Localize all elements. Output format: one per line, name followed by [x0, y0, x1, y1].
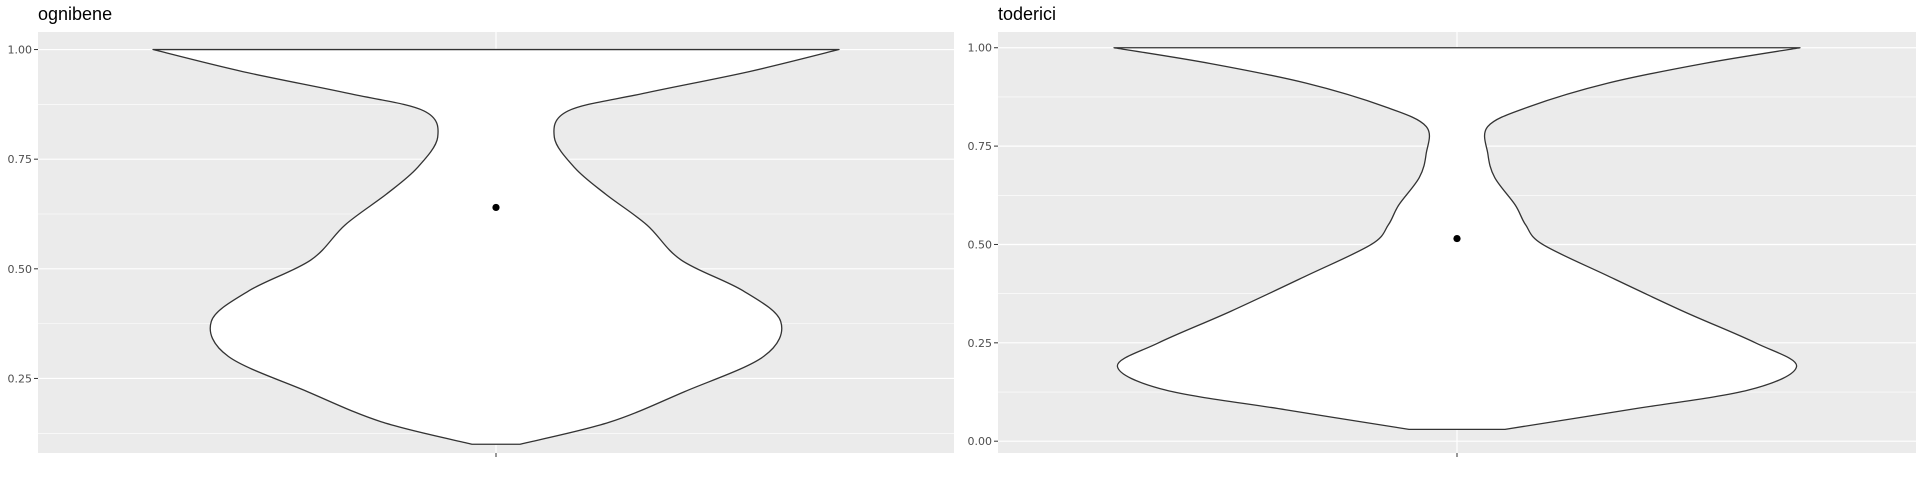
- violin-plot: 0.00 0.25 0.50 0.75 1.00: [968, 32, 1916, 457]
- violin-panel-ognibene: ognibene 0.25 0.50 0.75 1.00: [0, 0, 958, 480]
- violin-plot: 0.25 0.50 0.75 1.00: [8, 32, 954, 457]
- y-tick-label: 0.50: [8, 263, 33, 276]
- summary-point: [492, 203, 500, 212]
- y-tick-label: 0.25: [8, 372, 33, 385]
- y-tick-label: 1.00: [8, 44, 33, 57]
- panel-title: toderici: [998, 4, 1057, 24]
- y-tick-label: 0.75: [968, 140, 993, 153]
- violin-shape: [152, 48, 840, 445]
- y-tick-label: 0.00: [968, 435, 993, 448]
- y-tick-label: 0.25: [968, 337, 993, 350]
- y-tick-label: 0.50: [968, 238, 993, 251]
- y-tick-label: 0.75: [8, 153, 33, 166]
- violin-panel-toderici: toderici 0.00 0.25 0.50 0.75 1.00: [960, 0, 1920, 480]
- panel-title: ognibene: [38, 4, 113, 24]
- y-tick-label: 1.00: [968, 42, 993, 55]
- summary-point: [1453, 234, 1461, 243]
